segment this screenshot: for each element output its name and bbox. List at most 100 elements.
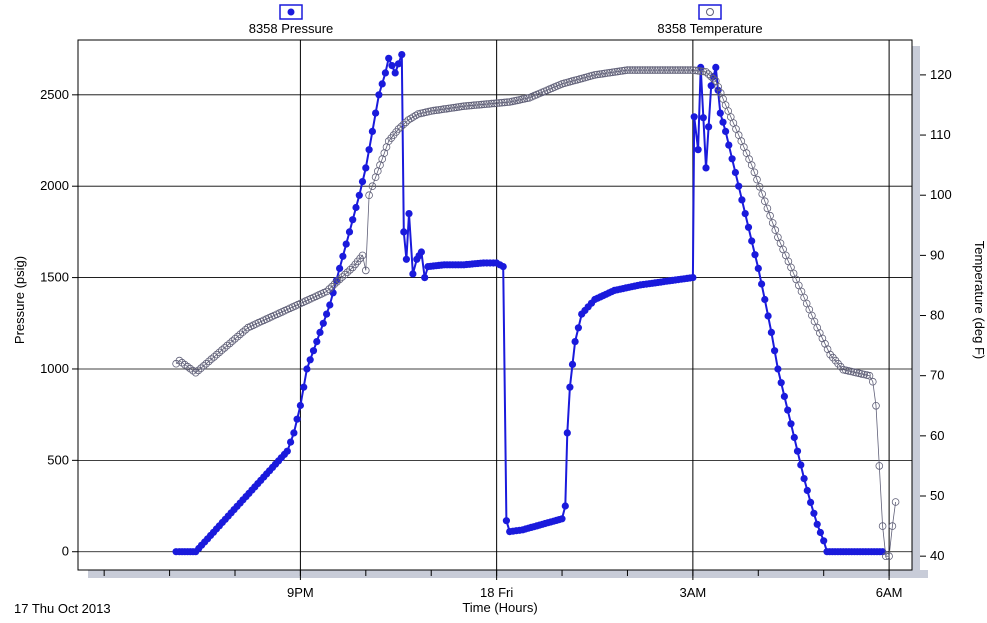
y-left-tick-label-2: 1000 [40, 361, 69, 376]
temperature-point-173 [616, 67, 624, 75]
pressure-point-194 [748, 237, 756, 245]
legend-item-temperature[interactable]: 8358 Temperature [657, 4, 763, 36]
pressure-point-134 [574, 324, 583, 332]
pressure-point-63 [365, 146, 373, 154]
date-label: 17 Thu Oct 2013 [14, 601, 111, 616]
temperature-point-10 [199, 362, 208, 370]
temperature-point-119 [480, 100, 488, 109]
pressure-point-190 [735, 182, 743, 190]
temperature-point-205 [696, 67, 705, 75]
temperature-point-191 [661, 66, 669, 74]
y-axis-right-shadow [912, 46, 920, 578]
series-temperature [172, 66, 900, 560]
temperature-point-174 [618, 67, 627, 75]
pressure-point-42 [296, 401, 304, 410]
y-right-tick-label-0: 40 [930, 548, 944, 563]
pressure-point-216 [820, 537, 828, 545]
x-tick-label-0: 9PM [287, 585, 314, 600]
pressure-point-197 [758, 280, 766, 288]
temperature-point-267 [857, 370, 866, 378]
pressure-point-201 [771, 347, 779, 355]
pressure-point-189 [731, 168, 740, 177]
legend-item-pressure[interactable]: 8358 Pressure [249, 4, 334, 36]
pressure-point-204 [780, 392, 789, 400]
pressure-point-47 [313, 338, 321, 346]
temperature-point-12 [205, 357, 213, 366]
temperature-point-16 [215, 348, 224, 357]
temperature-point-208 [704, 70, 713, 78]
temperature-point-6 [189, 366, 197, 375]
pressure-point-57 [345, 228, 354, 236]
temperature-point-107 [450, 103, 458, 112]
pressure-point-215 [816, 528, 825, 537]
temperature-point-116 [472, 101, 481, 109]
pressure-point-202 [774, 365, 782, 373]
temperature-point-98 [427, 107, 436, 115]
x-tick-label-1: 18 Fri [480, 585, 513, 600]
temperature-point-163 [590, 71, 599, 79]
temperature-point-9 [197, 364, 205, 373]
pressure-point-74 [400, 228, 408, 236]
temperature-point-177 [626, 66, 634, 74]
temperature-point-115 [470, 101, 478, 109]
temperature-point-94 [416, 109, 425, 118]
temperature-point-225 [747, 161, 756, 169]
temperature-point-127 [500, 98, 509, 107]
temperature-point-193 [666, 66, 674, 74]
temperature-point-8 [194, 366, 203, 375]
y-right-tick-label-4: 80 [930, 308, 944, 323]
temperature-point-128 [503, 98, 511, 106]
temperature-point-2 [178, 358, 186, 367]
temperature-point-272 [872, 401, 880, 410]
temperature-point-19 [223, 341, 231, 350]
temperature-point-175 [621, 66, 629, 75]
pressure-point-59 [352, 203, 360, 212]
pressure-point-196 [754, 264, 762, 272]
pressure-point-188 [728, 155, 736, 163]
temperature-point-166 [598, 70, 607, 78]
pressure-point-80 [417, 248, 425, 256]
temperature-point-273 [875, 462, 884, 470]
pressure-point-180 [707, 82, 715, 90]
pressure-point-49 [319, 319, 327, 327]
temperature-point-228 [755, 183, 764, 191]
temperature-point-181 [636, 66, 644, 74]
legend-label-temperature: 8358 Temperature [657, 21, 762, 36]
temperature-point-125 [495, 99, 504, 107]
temperature-point-113 [465, 101, 473, 110]
temperature-point-204 [694, 67, 702, 75]
pressure-point-207 [790, 433, 798, 442]
temperature-point-122 [487, 99, 496, 108]
temperature-point-229 [758, 190, 766, 198]
temperature-point-13 [207, 355, 216, 363]
temperature-point-135 [520, 95, 529, 103]
temperature-point-1 [175, 356, 184, 365]
temperature-point-171 [611, 68, 619, 76]
temperature-point-92 [411, 111, 420, 120]
temperature-point-169 [605, 68, 614, 77]
temperature-point-264 [849, 368, 858, 376]
temperature-point-59 [327, 282, 336, 291]
temperature-point-189 [656, 66, 664, 74]
pressure-point-179 [705, 123, 713, 131]
temperature-point-121 [485, 100, 493, 108]
temperature-point-274 [878, 522, 887, 530]
temperature-point-243 [794, 281, 803, 290]
pressure-point-198 [761, 295, 769, 304]
pressure-point-72 [394, 60, 403, 68]
temperature-point-88 [402, 118, 410, 127]
temperature-point-103 [439, 105, 448, 113]
temperature-point-263 [847, 367, 855, 376]
temperature-point-65 [343, 268, 352, 277]
temperature-point-183 [641, 66, 649, 74]
pressure-point-206 [787, 420, 795, 428]
pressure-point-66 [375, 91, 383, 99]
pressure-point-210 [800, 475, 808, 483]
temperature-point-196 [673, 66, 682, 74]
pressure-point-175 [694, 146, 702, 154]
temperature-point-57 [322, 287, 331, 296]
pressure-point-46 [309, 347, 318, 355]
x-tick-label-3: 6AM [876, 585, 903, 600]
pressure-point-71 [391, 69, 399, 77]
pressure-point-61 [358, 178, 367, 186]
